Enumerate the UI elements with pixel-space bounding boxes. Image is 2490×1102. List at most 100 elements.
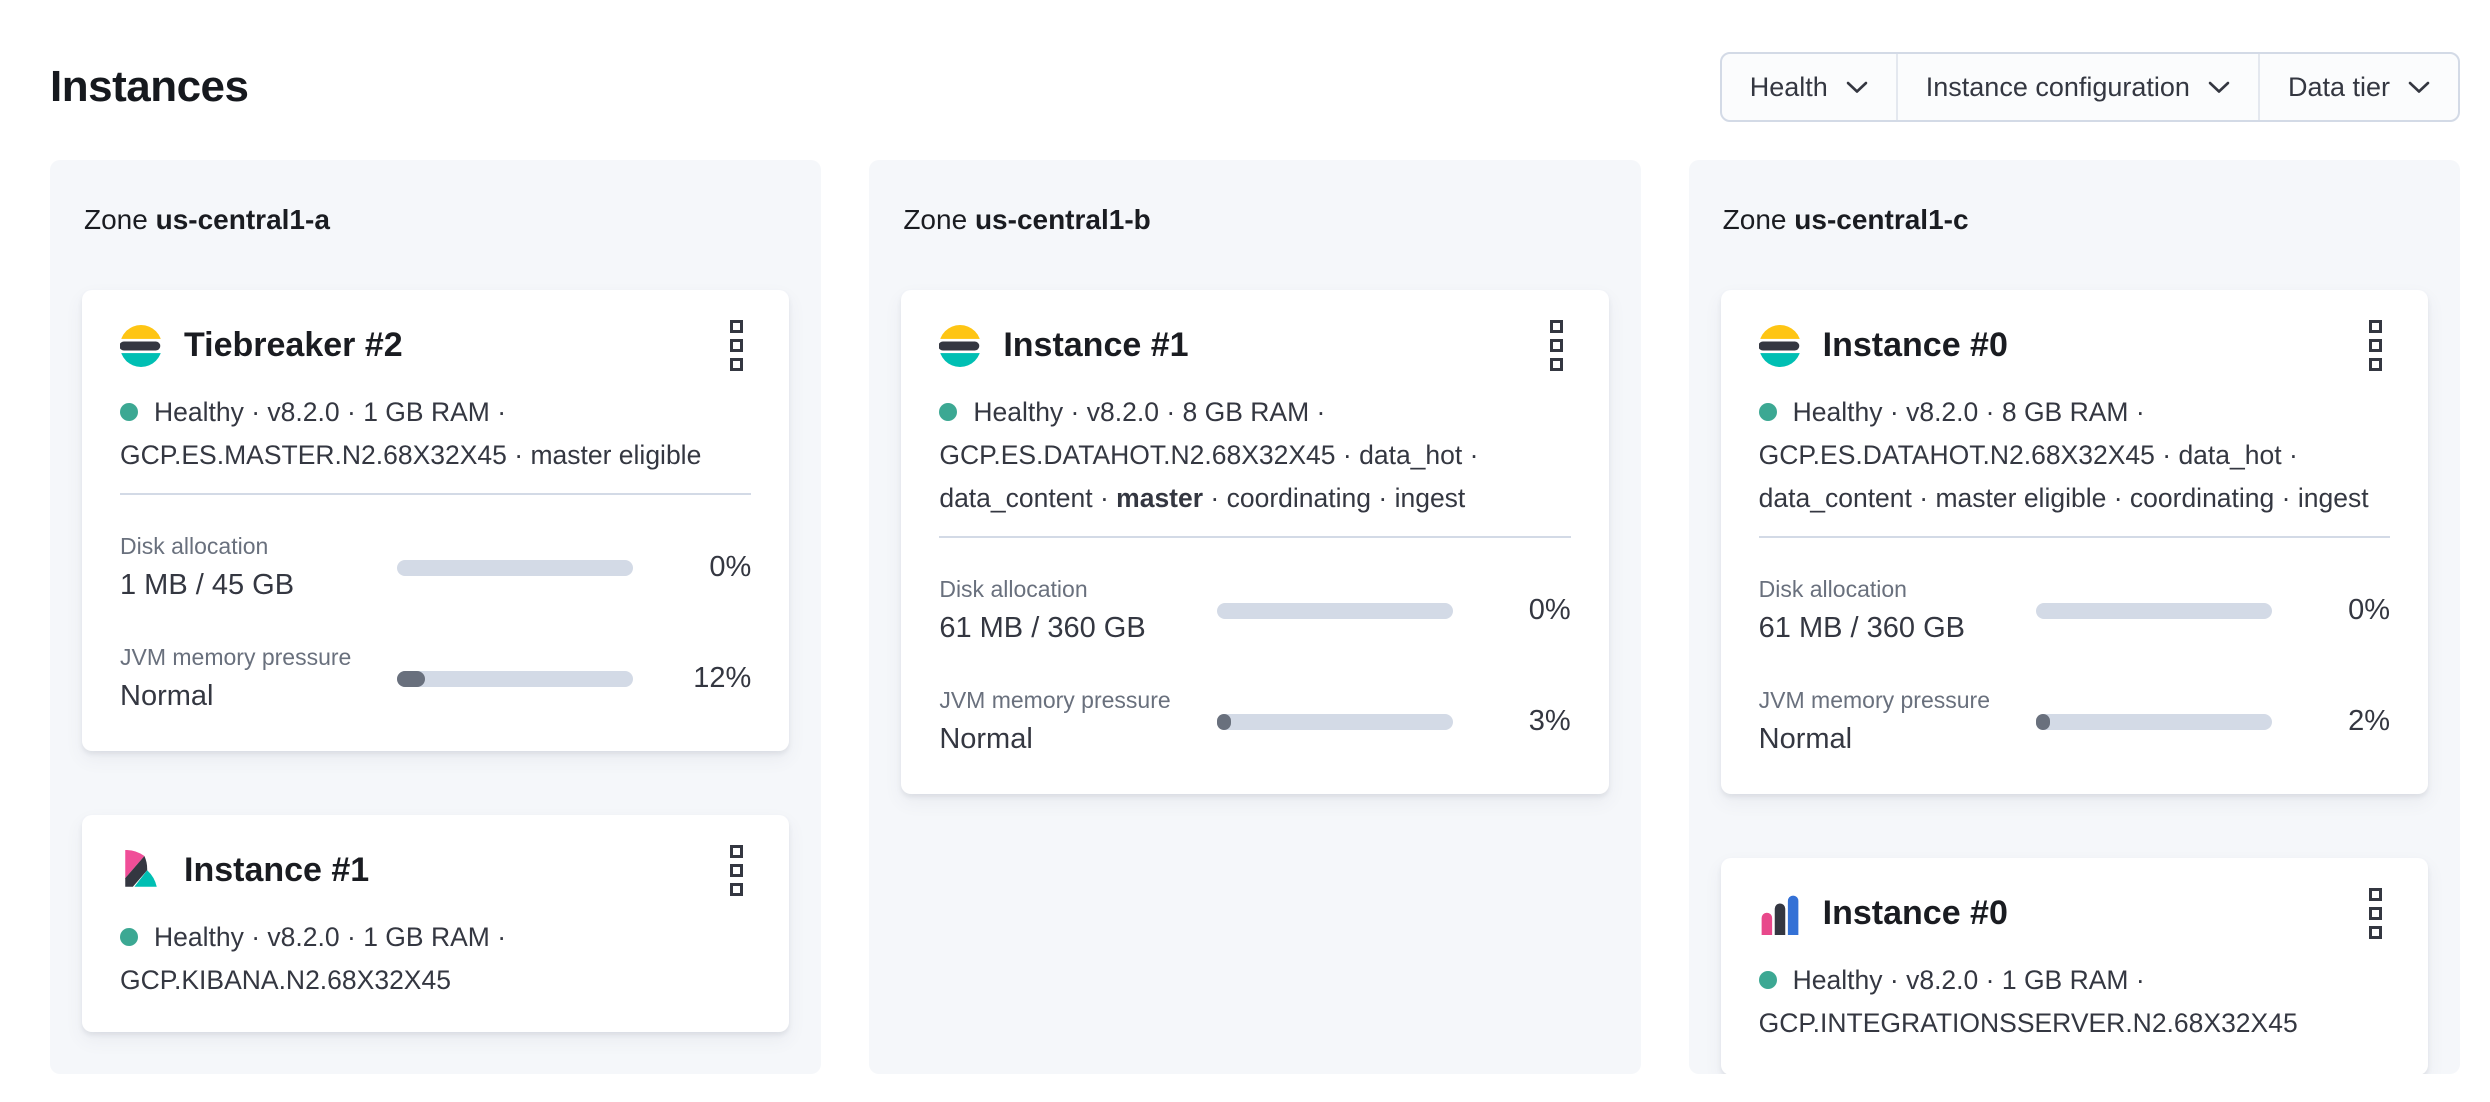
zone-label-prefix: Zone bbox=[1722, 204, 1795, 235]
meta-part: 1 GB RAM bbox=[2001, 965, 2129, 995]
instance-meta: Healthy · v8.2.0 · 8 GB RAM · GCP.ES.DAT… bbox=[1758, 391, 2390, 520]
metric-progress-bar bbox=[2035, 713, 2272, 730]
meta-part: Healthy bbox=[154, 922, 244, 952]
filter-button-label: Instance configuration bbox=[1925, 71, 2190, 102]
meta-separator: · bbox=[2128, 397, 2145, 427]
filter-button-instance-configuration[interactable]: Instance configuration bbox=[1898, 54, 2260, 120]
meta-part: v8.2.0 bbox=[1906, 397, 1979, 427]
meta-part: GCP.ES.DATAHOT.N2.68X32X45 bbox=[1758, 440, 2155, 470]
health-status-dot bbox=[939, 403, 958, 421]
instance-card: Instance #1 Healthy · v8.2.0 · 8 GB RAM ·… bbox=[901, 290, 1609, 794]
filter-group: Health Instance configuration Data tier bbox=[1719, 52, 2460, 122]
meta-part: Healthy bbox=[154, 397, 244, 427]
instance-meta: Healthy · v8.2.0 · 1 GB RAM · GCP.INTEGR… bbox=[1758, 959, 2390, 1045]
metric-percent: 3% bbox=[1528, 705, 1571, 737]
metric-text: Disk allocation 61 MB / 360 GB bbox=[939, 576, 1190, 645]
meta-separator: · bbox=[1978, 397, 2002, 427]
filter-button-label: Data tier bbox=[2287, 71, 2390, 102]
instance-meta: Healthy · v8.2.0 · 1 GB RAM · GCP.ES.MAS… bbox=[120, 391, 751, 477]
meta-part: GCP.INTEGRATIONSSERVER.N2.68X32X45 bbox=[1758, 1008, 2298, 1038]
meta-part: coordinating bbox=[1226, 483, 1372, 513]
meta-part: data_hot bbox=[1359, 440, 1463, 470]
zone-name: us-central1-c bbox=[1794, 204, 1969, 235]
instance-card: Instance #0 Healthy · v8.2.0 · 1 GB RAM ·… bbox=[1720, 858, 2428, 1074]
meta-separator: · bbox=[2154, 440, 2179, 470]
metric-progress-fill bbox=[1216, 713, 1231, 730]
zone-label: Zone us-central1-b bbox=[903, 204, 1608, 236]
meta-separator: · bbox=[489, 397, 507, 427]
chevron-down-icon bbox=[2408, 80, 2430, 94]
instance-card-header: Tiebreaker #2 bbox=[120, 316, 751, 375]
instance-meta: Healthy · v8.2.0 · 8 GB RAM · GCP.ES.DAT… bbox=[939, 391, 1570, 520]
instance-menu-button[interactable] bbox=[2361, 316, 2390, 375]
meta-separator: · bbox=[1978, 965, 2002, 995]
instance-title: Instance #1 bbox=[1003, 326, 1189, 364]
meta-separator: · bbox=[339, 922, 364, 952]
metric-row: JVM memory pressure Normal 3% bbox=[939, 687, 1570, 756]
meta-part: data_hot bbox=[2178, 440, 2282, 470]
instance-card: Instance #1 Healthy · v8.2.0 · 1 GB RAM ·… bbox=[82, 815, 790, 1032]
meta-part: ingest bbox=[2297, 483, 2369, 513]
meta-separator: · bbox=[339, 397, 364, 427]
metric-label: Disk allocation bbox=[120, 533, 269, 559]
instance-menu-button[interactable] bbox=[722, 316, 751, 375]
meta-part: Healthy bbox=[1792, 397, 1883, 427]
metric-percent: 0% bbox=[1528, 594, 1571, 626]
meta-part: 1 GB RAM bbox=[363, 922, 490, 952]
meta-part: ingest bbox=[1394, 483, 1466, 513]
elasticsearch-logo bbox=[939, 324, 982, 367]
zone-panel: Zone us-central1-c Instance #0 Healthy · … bbox=[1688, 160, 2460, 1074]
metric-row: JVM memory pressure Normal 2% bbox=[1759, 687, 2390, 756]
metric-label: Disk allocation bbox=[1758, 576, 1907, 602]
card-divider bbox=[1758, 536, 2390, 538]
chevron-down-icon bbox=[2208, 80, 2230, 94]
instance-menu-button[interactable] bbox=[722, 841, 751, 900]
meta-separator: · bbox=[1882, 965, 1907, 995]
metric-row: Disk allocation 1 MB / 45 GB 0% bbox=[120, 533, 751, 602]
metric-row: Disk allocation 61 MB / 360 GB 0% bbox=[1759, 576, 2390, 645]
metric-value: 1 MB / 45 GB bbox=[120, 569, 295, 601]
filter-button-health[interactable]: Health bbox=[1722, 54, 1898, 120]
instance-meta: Healthy · v8.2.0 · 1 GB RAM · GCP.KIBANA… bbox=[120, 916, 751, 1002]
metric-value: 61 MB / 360 GB bbox=[939, 612, 1146, 644]
meta-separator: · bbox=[1158, 397, 1183, 427]
health-status-dot bbox=[120, 403, 138, 421]
metric-progress-bar bbox=[1216, 602, 1453, 619]
zones-container: Zone us-central1-a Tiebreaker #2 Healthy … bbox=[50, 160, 2460, 1074]
instance-menu-button[interactable] bbox=[2361, 884, 2390, 943]
metric-progress-bar bbox=[2035, 602, 2272, 619]
page-title: Instances bbox=[50, 62, 249, 111]
meta-separator: · bbox=[1309, 397, 1326, 427]
zone-name: us-central1-a bbox=[155, 204, 330, 235]
meta-part: coordinating bbox=[2129, 483, 2275, 513]
boxes-vertical-icon bbox=[1549, 320, 1563, 371]
metric-label: JVM memory pressure bbox=[939, 687, 1171, 713]
meta-part: Healthy bbox=[973, 397, 1064, 427]
meta-separator: · bbox=[1371, 483, 1395, 513]
health-status-dot bbox=[120, 928, 138, 946]
chevron-down-icon bbox=[1846, 80, 1868, 94]
metric-value: Normal bbox=[1758, 723, 1853, 755]
meta-part: v8.2.0 bbox=[1906, 965, 1979, 995]
kibana-logo bbox=[120, 849, 162, 892]
metric-percent: 2% bbox=[2348, 705, 2390, 737]
instance-card: Instance #0 Healthy · v8.2.0 · 8 GB RAM ·… bbox=[1720, 290, 2428, 794]
meta-part: Healthy bbox=[1792, 965, 1883, 995]
instance-card: Tiebreaker #2 Healthy · v8.2.0 · 1 GB RAM… bbox=[82, 290, 790, 751]
metric-text: JVM memory pressure Normal bbox=[1759, 687, 2010, 756]
meta-part: data_content bbox=[939, 483, 1093, 513]
boxes-vertical-icon bbox=[730, 845, 744, 896]
metric-text: JVM memory pressure Normal bbox=[939, 687, 1190, 756]
metric-progress-bar bbox=[397, 559, 634, 576]
metric-label: Disk allocation bbox=[939, 576, 1088, 602]
elasticsearch-logo bbox=[120, 324, 162, 367]
zone-label-prefix: Zone bbox=[903, 204, 975, 235]
metric-label: JVM memory pressure bbox=[120, 644, 352, 670]
meta-separator: · bbox=[1063, 397, 1087, 427]
instance-menu-button[interactable] bbox=[1542, 316, 1571, 375]
instance-title: Instance #0 bbox=[1822, 894, 2008, 932]
meta-part: v8.2.0 bbox=[267, 922, 340, 952]
health-status-dot bbox=[1758, 403, 1777, 421]
filter-button-data-tier[interactable]: Data tier bbox=[2260, 54, 2458, 120]
metric-progress-bar bbox=[1216, 713, 1453, 730]
